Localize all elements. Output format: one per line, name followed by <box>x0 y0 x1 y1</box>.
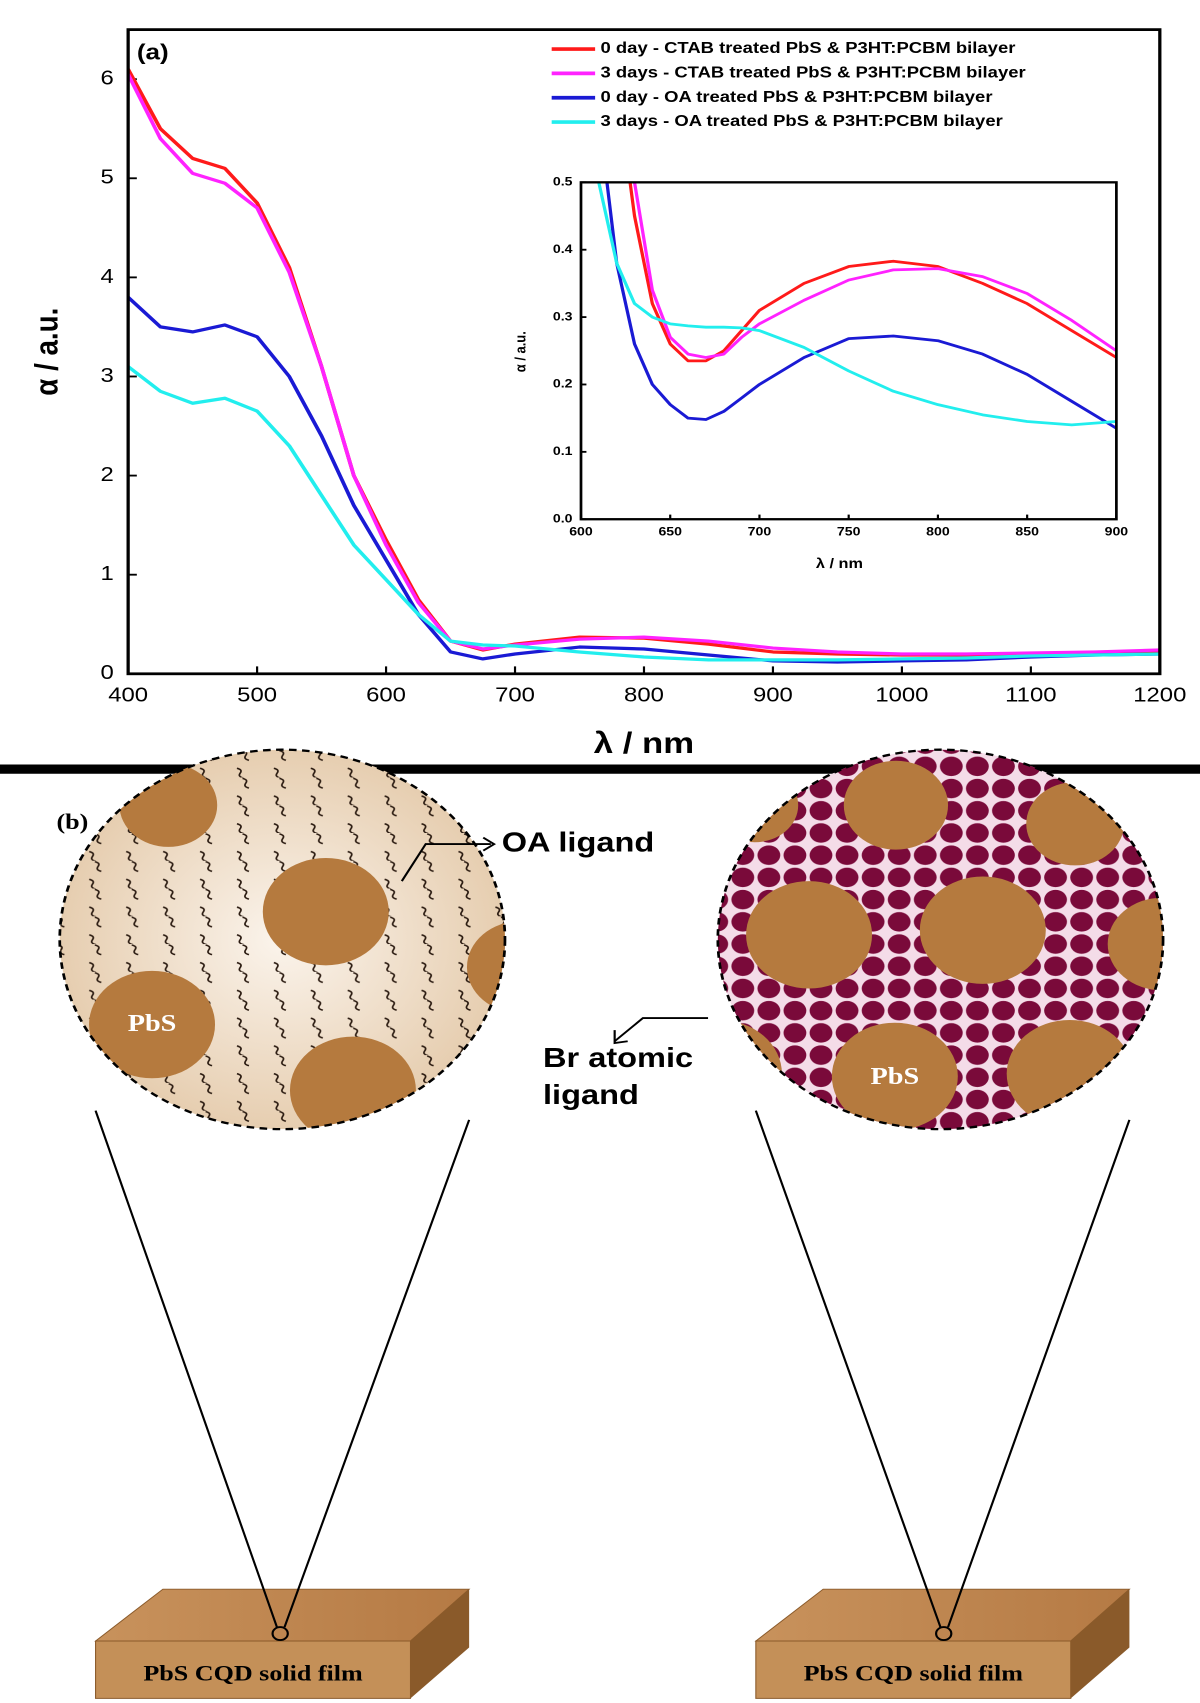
panel-label: (b) <box>56 810 88 835</box>
x-tick-label: 500 <box>237 683 277 706</box>
y-tick-label: 0.4 <box>553 242 573 256</box>
slab <box>94 1588 471 1699</box>
series-line <box>605 182 1117 430</box>
y-tick-label: 0.2 <box>553 377 573 391</box>
particle-label: PbS <box>871 1063 920 1090</box>
x-tick-label: 1100 <box>1005 683 1056 706</box>
y-tick-label: 6 <box>101 66 114 89</box>
arrow-head <box>613 1030 628 1045</box>
y-tick-label: 0.3 <box>553 309 573 323</box>
y-tick-label: 4 <box>101 264 114 287</box>
ligand-label: ligand <box>543 1080 639 1110</box>
x-tick-label: 1000 <box>875 683 928 706</box>
x-tick-label: 850 <box>1015 525 1039 539</box>
x-tick-label: 400 <box>108 683 148 706</box>
legend-label: 0 day - CTAB treated PbS & P3HT:PCBM bil… <box>601 39 1016 57</box>
x-tick-label: 700 <box>495 683 535 706</box>
y-axis-label: α / a.u. <box>511 331 528 372</box>
y-tick-label: 0.0 <box>553 511 573 525</box>
series-line <box>128 296 1160 664</box>
oa-particles <box>58 748 507 1131</box>
series-line <box>128 365 1160 662</box>
arrow-head <box>482 836 497 852</box>
legend-label: 3 days - OA treated PbS & P3HT:PCBM bila… <box>601 112 1004 130</box>
chart: 600 650 700 750 800 850 900 0.0 0.1 0.2 0.3 0.4 0.5 λ… <box>511 175 1129 572</box>
legend-label: 0 day - OA treated PbS & P3HT:PCBM bilay… <box>601 87 993 105</box>
x-tick-label: 600 <box>366 683 406 706</box>
x-tick-label: 650 <box>658 525 682 539</box>
x-axis-label: λ / nm <box>816 556 863 572</box>
y-tick-label: 5 <box>101 165 114 188</box>
particle-label: PbS <box>128 1010 177 1037</box>
chart: 400 500 600 700 800 900 1000 1100 1200 0 1 2 3 4 5 6 λ /… <box>29 28 1186 759</box>
zoom-cone <box>94 1110 1131 1641</box>
y-axis-label: α / a.u. <box>29 308 65 396</box>
ligand-label: OA ligand <box>502 828 655 858</box>
film-label: PbS CQD solid film <box>143 1661 362 1686</box>
y-tick-label: 2 <box>101 463 114 486</box>
x-tick-label: 1200 <box>1133 683 1186 706</box>
x-tick-label: 750 <box>837 525 861 539</box>
x-tick-label: 900 <box>1105 525 1129 539</box>
series-line <box>628 182 1117 363</box>
arrow <box>400 843 491 882</box>
y-tick-label: 0.1 <box>553 444 573 458</box>
inset-background <box>580 182 1117 520</box>
film-label: PbS CQD solid film <box>804 1661 1023 1686</box>
y-tick-label: 1 <box>101 562 114 585</box>
y-tick-label: 3 <box>101 364 114 387</box>
x-tick-label: 800 <box>926 525 950 539</box>
x-tick-label: 900 <box>753 683 793 706</box>
slab <box>754 1588 1131 1699</box>
y-tick-label: 0.5 <box>553 175 573 189</box>
y-tick-label: 0 <box>101 661 114 684</box>
x-tick-label: 700 <box>748 525 772 539</box>
series-line <box>597 182 1117 427</box>
ligand-label: Br atomic <box>543 1043 693 1073</box>
arrow <box>613 1017 709 1042</box>
series-line <box>128 73 1160 656</box>
x-axis-label: λ / nm <box>594 726 694 759</box>
plot-frame <box>579 181 1118 521</box>
divider <box>0 764 1200 774</box>
x-tick-label: 600 <box>569 525 593 539</box>
x-tick-label: 800 <box>624 683 664 706</box>
plot-frame <box>126 28 1162 676</box>
panel-label: (a) <box>137 40 169 65</box>
legend-label: 3 days - CTAB treated PbS & P3HT:PCBM bi… <box>601 63 1026 81</box>
